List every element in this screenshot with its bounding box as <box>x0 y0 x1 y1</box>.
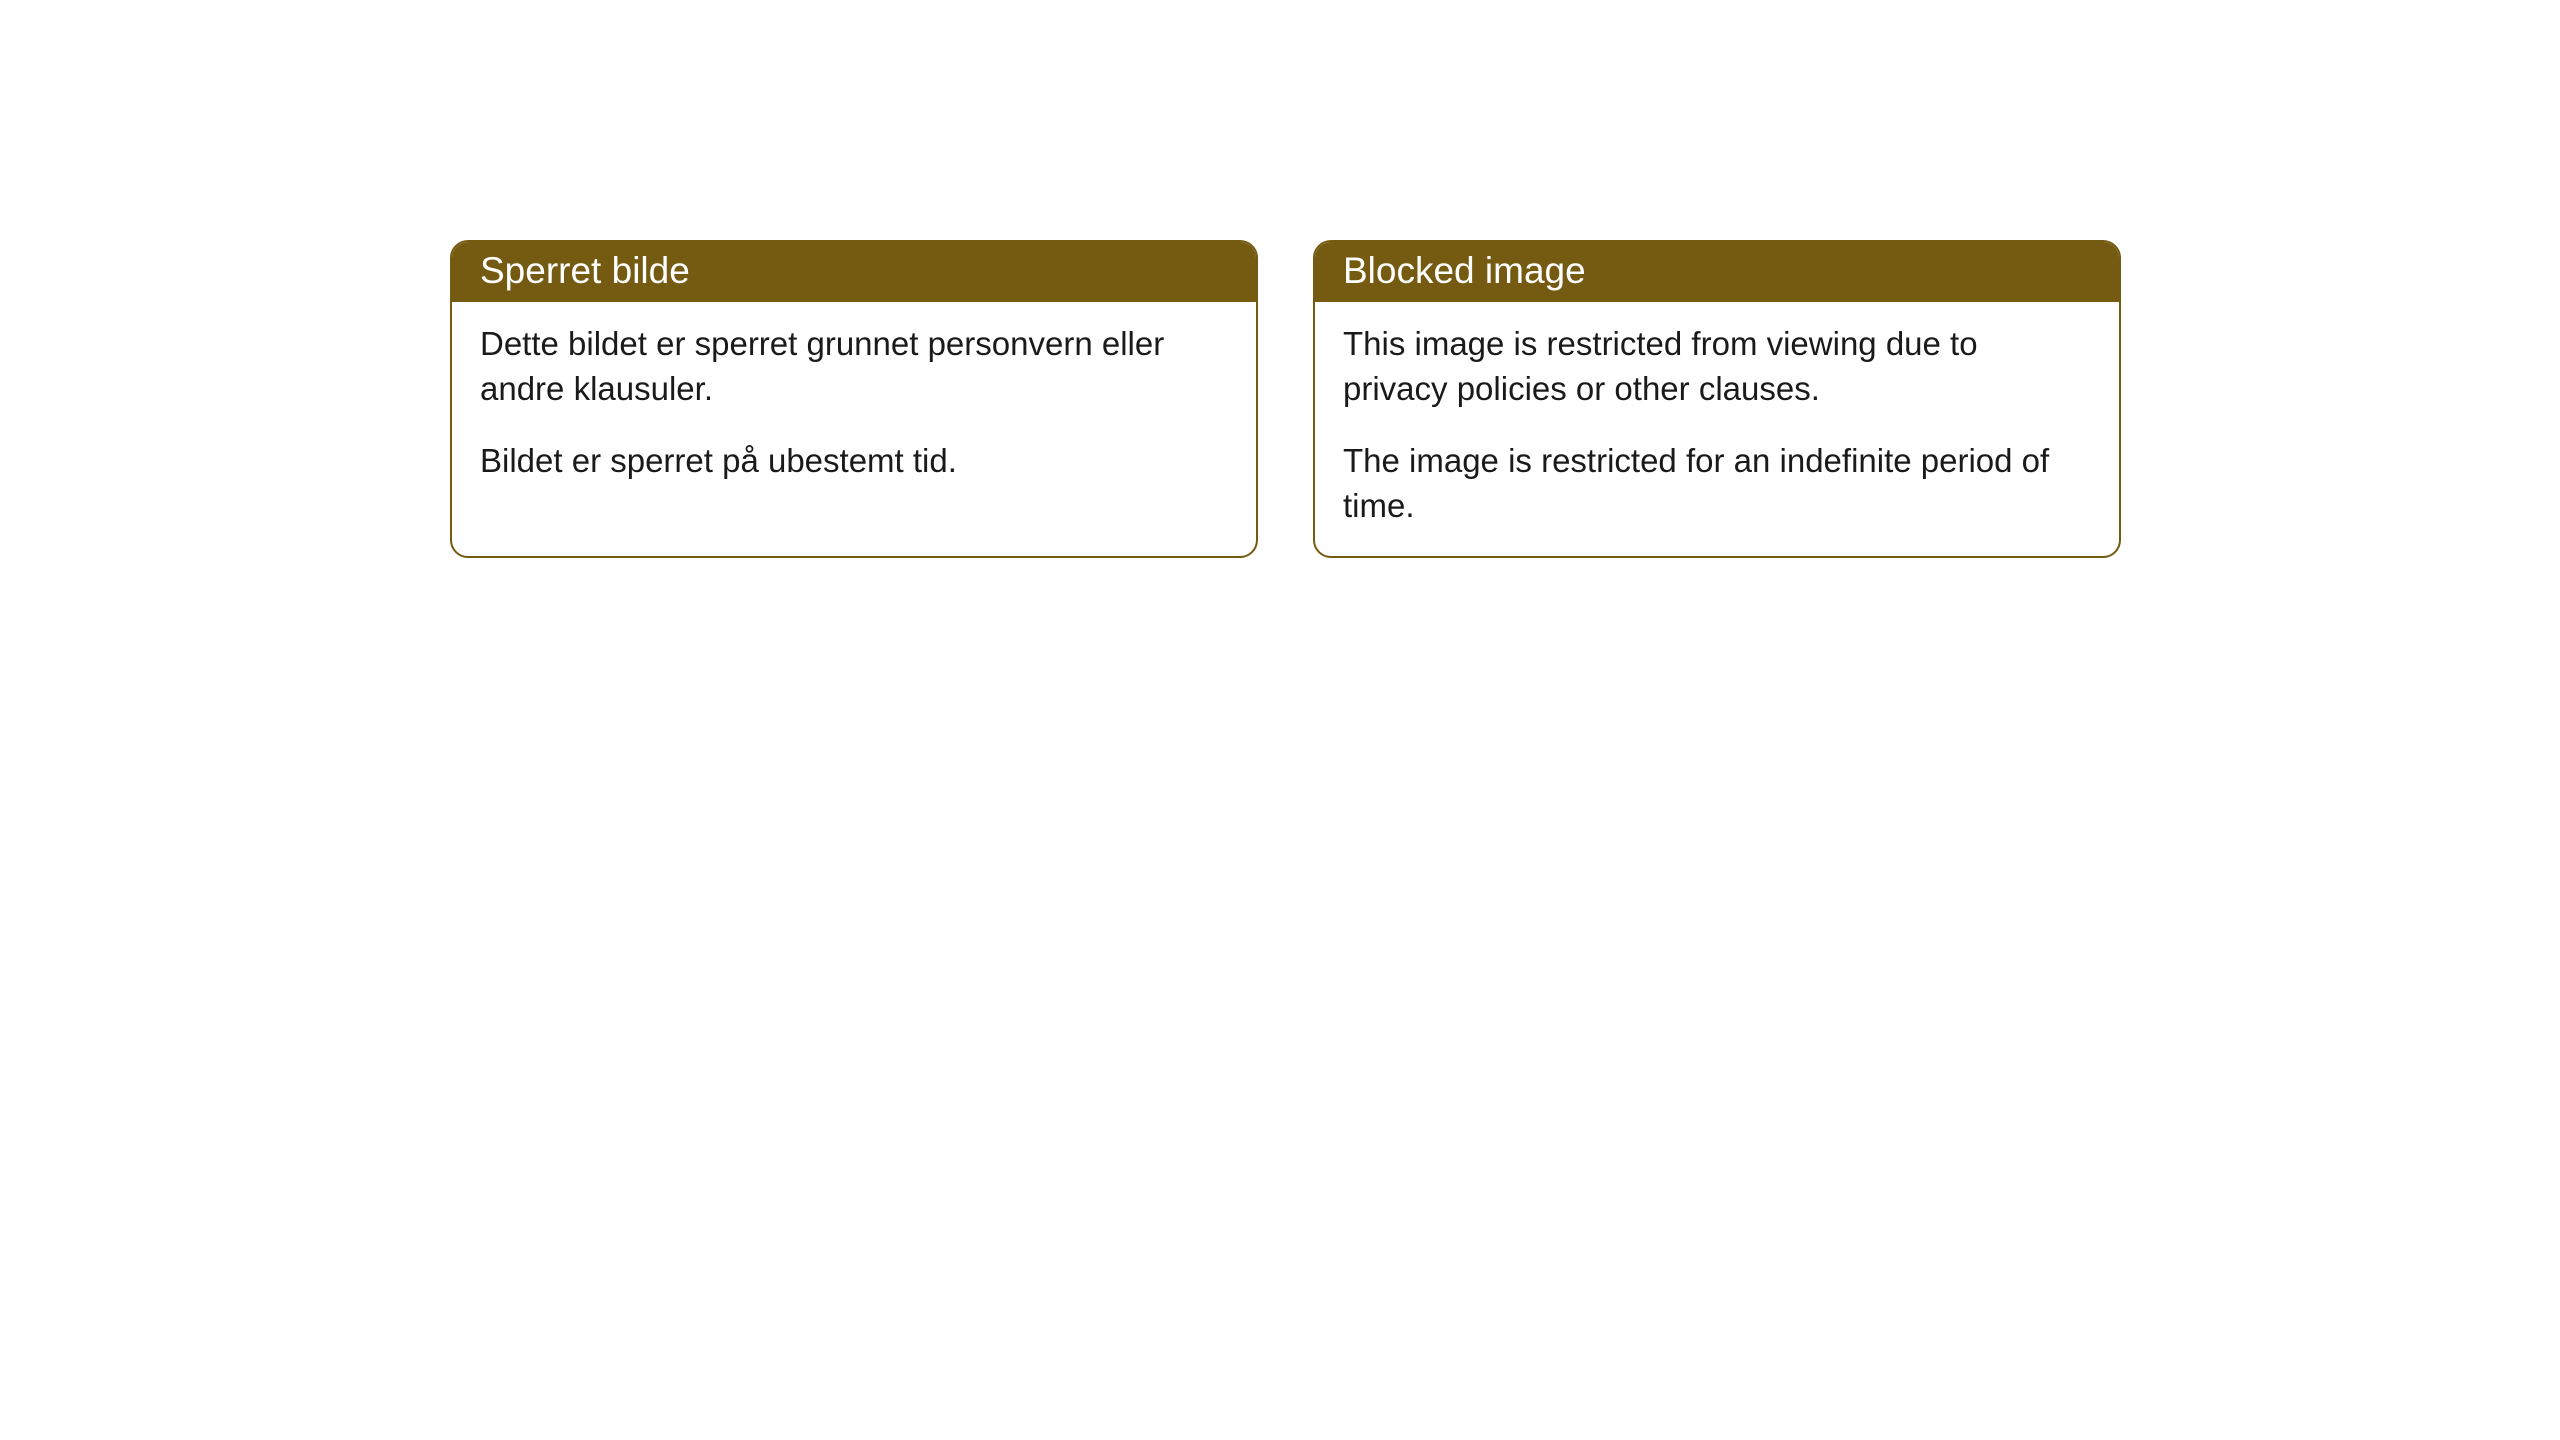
notice-paragraph: Bildet er sperret på ubestemt tid. <box>480 439 1228 484</box>
notice-box-english: Blocked image This image is restricted f… <box>1313 240 2121 558</box>
notice-header: Sperret bilde <box>452 242 1256 302</box>
notice-paragraph: This image is restricted from viewing du… <box>1343 322 2091 411</box>
notice-header: Blocked image <box>1315 242 2119 302</box>
notice-container: Sperret bilde Dette bildet er sperret gr… <box>450 240 2121 558</box>
notice-paragraph: Dette bildet er sperret grunnet personve… <box>480 322 1228 411</box>
notice-body: This image is restricted from viewing du… <box>1315 302 2119 556</box>
notice-body: Dette bildet er sperret grunnet personve… <box>452 302 1256 512</box>
notice-box-norwegian: Sperret bilde Dette bildet er sperret gr… <box>450 240 1258 558</box>
notice-paragraph: The image is restricted for an indefinit… <box>1343 439 2091 528</box>
